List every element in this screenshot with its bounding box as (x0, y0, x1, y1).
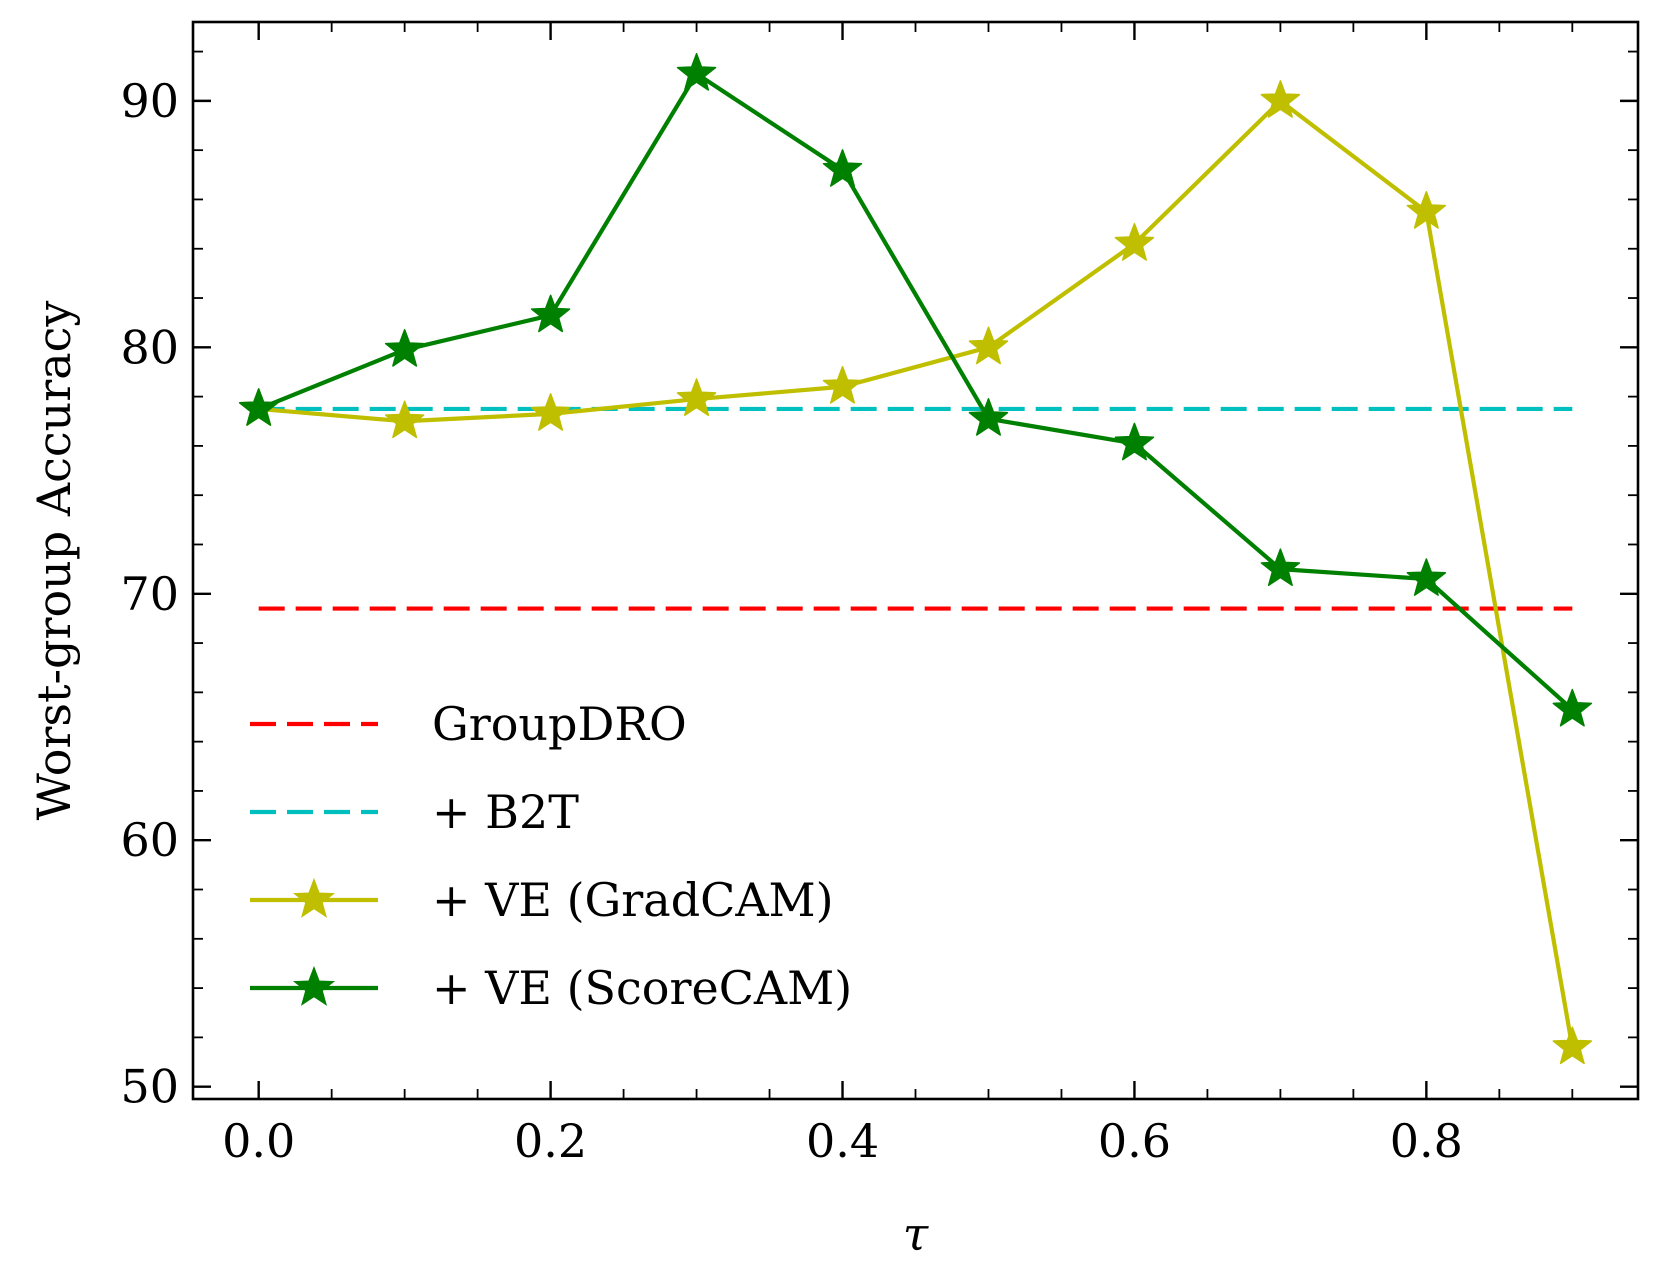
y-tick-label: 80 (120, 320, 179, 374)
plot-series (238, 53, 1593, 1065)
series-ve-scorecam-point (1552, 688, 1593, 727)
series-ve-gradcam-point (822, 366, 863, 404)
y-tick-label: 70 (120, 567, 179, 621)
y-tick-label: 60 (120, 813, 179, 867)
legend-groupdro-label: GroupDRO (432, 697, 687, 751)
series-ve-gradcam-point (384, 400, 425, 439)
x-tick-label: 0.4 (806, 1114, 879, 1168)
series-ve-gradcam-point (676, 378, 717, 416)
series-ve-gradcam-point (1552, 1026, 1593, 1065)
minor-ticks (193, 22, 1638, 1099)
y-tick-labels: 50 60 70 80 90 (120, 74, 179, 1114)
series-ve-gradcam-point (968, 326, 1009, 365)
series-ve-scorecam-point (1406, 558, 1447, 596)
legend: GroupDRO + B2T + VE (GradCAM) + VE (ScoreCA… (250, 697, 852, 1015)
series-ve-scorecam-line (257, 71, 1574, 712)
series-ve-scorecam-point (1114, 422, 1155, 461)
x-tick-label: 0.8 (1390, 1114, 1463, 1168)
series-ve-gradcam-point (1260, 80, 1301, 118)
plot-frame (191, 20, 1640, 1101)
series-ve-scorecam-point (1260, 548, 1301, 587)
x-tick-label: 0.6 (1098, 1114, 1171, 1168)
x-tick-label: 0.0 (222, 1114, 295, 1168)
series-ve-scorecam-point (822, 149, 863, 187)
series-ve-gradcam-point (1406, 191, 1447, 229)
x-tick-labels: 0.0 0.2 0.4 0.6 0.8 (222, 1114, 1463, 1168)
x-axis-label: τ (903, 1207, 930, 1261)
series-ve-gradcam-point (530, 393, 571, 431)
x-tick-label: 0.2 (514, 1114, 587, 1168)
series-ve-scorecam-point (968, 398, 1009, 436)
series-ve-scorecam-point (384, 329, 425, 367)
legend-ve-gradcam-marker (292, 877, 336, 918)
series-ve-scorecam-point (676, 53, 717, 91)
legend-ve-scorecam-label: + VE (ScoreCAM) (432, 961, 852, 1015)
series-ve-gradcam-point (1114, 223, 1155, 261)
series-ve-gradcam-line (258, 98, 1575, 1048)
legend-ve-gradcam-label: + VE (GradCAM) (432, 873, 834, 927)
y-tick-label: 90 (120, 74, 179, 128)
series-ve-scorecam-point (238, 388, 279, 426)
y-axis-label: Worst-group Accuracy (27, 301, 81, 821)
series-ve-scorecam-point (530, 294, 571, 333)
y-tick-label: 50 (120, 1060, 179, 1114)
legend-b2t-label: + B2T (432, 785, 579, 839)
major-ticks (193, 22, 1638, 1099)
legend-ve-scorecam-marker (292, 965, 336, 1006)
